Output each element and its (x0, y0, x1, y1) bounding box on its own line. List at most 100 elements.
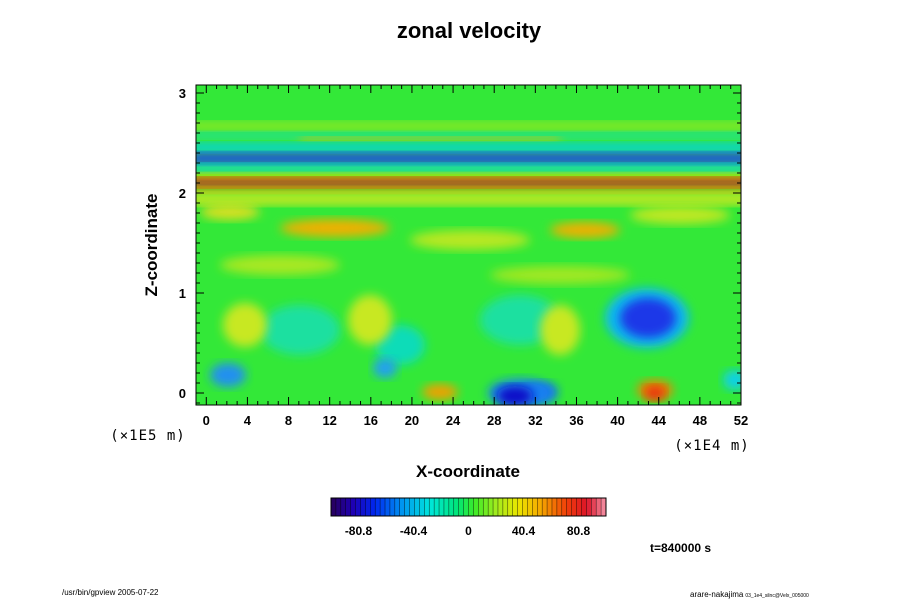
colorbar-cell (414, 498, 420, 516)
footer-author-sub: 03_1e4_silnc@Velx_005000 (745, 593, 809, 599)
colorbar-cell (591, 498, 597, 516)
footer-command: /usr/bin/gpview 2005-07-22 (62, 588, 159, 597)
band-orange (196, 187, 741, 193)
colorbar-cell (517, 498, 523, 516)
y-scale-label: (×1E5 m) (110, 428, 185, 444)
colorbar-cell (532, 498, 538, 516)
colorbar-cell (483, 498, 489, 516)
colorbar-cell (340, 498, 347, 516)
y-tick-label: 3 (179, 86, 186, 101)
colorbar-cell (331, 498, 337, 516)
patch-yellow-4 (220, 255, 340, 275)
bottom-red-spot (645, 386, 665, 400)
patch-lower-orange-1 (422, 384, 458, 400)
colorbar-tick-label: -80.8 (345, 524, 373, 538)
vortex-blue-core (620, 298, 676, 338)
colorbar-tick-label: 40.4 (512, 524, 536, 538)
patch-orange-2 (550, 222, 620, 238)
patch-lower-yellow-3 (540, 305, 580, 355)
colorbar-cell (355, 498, 361, 516)
patch-lower-yellow-2 (348, 295, 392, 345)
x-tick-label: 12 (322, 413, 336, 428)
colorbar-cell (385, 498, 391, 516)
colorbar: -80.8 -40.4 0 40.4 80.8 (330, 497, 607, 538)
colorbar-cell (370, 498, 376, 516)
colorbar-cell (566, 498, 572, 516)
colorbar-cell (547, 498, 553, 516)
x-tick-label: 0 (203, 413, 210, 428)
colorbar-cell (502, 498, 509, 516)
colorbar-cell (601, 498, 607, 516)
time-label: t=840000 s (650, 541, 711, 555)
colorbar-tick-label: 0 (465, 524, 472, 538)
colorbar-cell (571, 498, 577, 516)
colorbar-cell (581, 498, 587, 516)
patch-lower-cyan-2 (480, 295, 560, 345)
band-cyan (196, 143, 741, 152)
colorbar-cell (522, 498, 528, 516)
band-yellow (196, 173, 741, 179)
colorbar-cell (389, 498, 396, 516)
colorbar-cell (551, 498, 558, 516)
colorbar-cell (556, 498, 563, 516)
plot-frame (195, 84, 742, 406)
colorbar-cell (439, 498, 445, 516)
colorbar-cell (345, 498, 351, 516)
colorbar-cell (473, 498, 479, 516)
bottom-blue-core (497, 386, 533, 405)
colorbar-cell (488, 498, 494, 516)
x-tick-label: 20 (405, 413, 419, 428)
colorbar-cell (424, 498, 430, 516)
colorbar-cell (365, 498, 371, 516)
y-tick-label: 2 (179, 186, 186, 201)
colorbar-cell (596, 498, 602, 516)
patch-yellow-5 (490, 266, 630, 284)
x-tick-label: 4 (244, 413, 252, 428)
y-axis-label: Z-coordinate (142, 194, 161, 297)
colorbar-cell (468, 498, 474, 516)
patch-lower-cyan-1 (260, 305, 340, 355)
colorbar-cell (448, 498, 455, 516)
footer-author: arare-nakajima 03_1e4_silnc@Velx_005000 (690, 590, 809, 599)
patch-lower-lightblue-4 (723, 370, 741, 390)
y-tick-label: 1 (179, 286, 186, 301)
colorbar-cell (576, 498, 582, 516)
x-tick-label: 36 (569, 413, 583, 428)
band-cyan-lower (196, 164, 741, 172)
colorbar-cell (478, 498, 484, 516)
colorbar-cell (335, 498, 342, 516)
x-tick-label: 40 (610, 413, 624, 428)
patch-orange-1 (280, 219, 390, 237)
band-thin-orange (300, 137, 560, 141)
colorbar-cell (350, 498, 356, 516)
footer-author-main: arare-nakajima (690, 590, 744, 599)
band-light-cyan (196, 132, 741, 139)
colorbar-cell (586, 498, 592, 516)
x-tick-label: 48 (693, 413, 707, 428)
colorbar-cell (375, 498, 381, 516)
x-tick-label: 32 (528, 413, 542, 428)
band-yellow-lower (196, 193, 741, 205)
colorbar-cell (404, 498, 410, 516)
colorbar-cell (463, 498, 469, 516)
patch-yellow-1 (200, 204, 260, 220)
x-tick-label: 24 (446, 413, 461, 428)
colorbar-cell (507, 498, 513, 516)
colorbar-cell (443, 498, 450, 516)
colorbar-cell (360, 498, 366, 516)
x-axis-label: X-coordinate (416, 462, 520, 481)
colorbar-cell (380, 498, 386, 516)
y-tick-label: 0 (179, 386, 186, 401)
patch-lower-lightblue-2 (373, 358, 397, 378)
colorbar-cell (453, 498, 459, 516)
band-upper-yellowgreen (196, 122, 741, 130)
colorbar-cell (434, 498, 440, 516)
chart-title: zonal velocity (397, 18, 542, 43)
x-tick-label: 28 (487, 413, 501, 428)
colorbar-cell (409, 498, 415, 516)
patch-yellow-3 (630, 206, 730, 224)
colorbar-cell (512, 498, 518, 516)
x-scale-label: (×1E4 m) (674, 438, 749, 454)
